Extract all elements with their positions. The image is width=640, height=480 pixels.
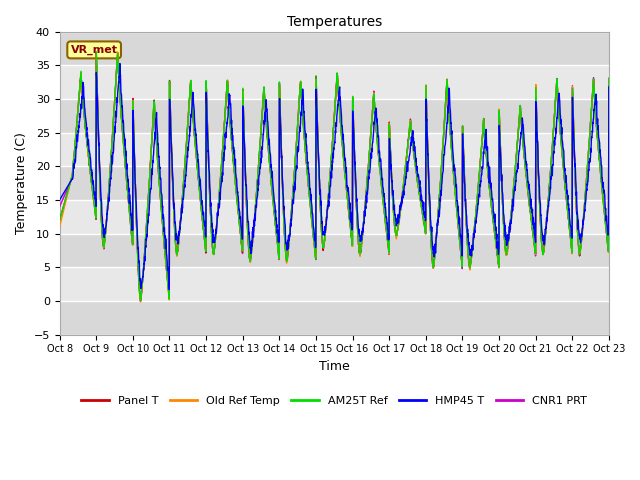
Panel T (351, 150, 358, 156)
Panel T (363, 187, 371, 193)
AM25T Ref (363, 189, 371, 194)
Old Ref Temp (56, 224, 63, 230)
Old Ref Temp (351, 149, 358, 155)
HMP45 T (557, 120, 564, 126)
Bar (60, 301, 609, 335)
AM25T Ref (605, 75, 612, 81)
Old Ref Temp (557, 134, 564, 140)
HMP45 T (351, 151, 358, 157)
CNR1 PRT (56, 204, 63, 209)
CNR1 PRT (114, 51, 122, 57)
Bar (60, 65, 609, 99)
Text: VR_met: VR_met (70, 45, 118, 55)
AM25T Ref (572, 196, 580, 202)
AM25T Ref (56, 217, 63, 223)
CNR1 PRT (137, 298, 145, 303)
Bar (60, 200, 609, 234)
CNR1 PRT (494, 258, 502, 264)
X-axis label: Time: Time (319, 360, 349, 373)
Old Ref Temp (209, 250, 217, 255)
Panel T (572, 194, 580, 200)
AM25T Ref (209, 251, 217, 257)
Old Ref Temp (605, 76, 612, 82)
Panel T (209, 250, 217, 256)
AM25T Ref (494, 259, 502, 264)
CNR1 PRT (557, 133, 564, 139)
Old Ref Temp (137, 298, 145, 304)
Legend: Panel T, Old Ref Temp, AM25T Ref, HMP45 T, CNR1 PRT: Panel T, Old Ref Temp, AM25T Ref, HMP45 … (77, 392, 591, 410)
CNR1 PRT (209, 250, 217, 256)
CNR1 PRT (363, 187, 371, 193)
CNR1 PRT (572, 195, 580, 201)
Y-axis label: Temperature (C): Temperature (C) (15, 132, 28, 234)
HMP45 T (605, 84, 612, 90)
Panel T (92, 49, 100, 55)
AM25T Ref (92, 49, 100, 55)
Bar (60, 32, 609, 65)
Panel T (137, 299, 145, 304)
Bar (60, 99, 609, 132)
Bar (60, 267, 609, 301)
HMP45 T (572, 186, 580, 192)
Old Ref Temp (572, 194, 580, 200)
Old Ref Temp (363, 189, 371, 195)
Bar (60, 132, 609, 166)
Line: CNR1 PRT: CNR1 PRT (60, 54, 609, 300)
Bar (60, 166, 609, 200)
HMP45 T (363, 192, 371, 198)
AM25T Ref (351, 151, 358, 157)
AM25T Ref (557, 133, 564, 139)
Title: Temperatures: Temperatures (287, 15, 382, 29)
Panel T (605, 76, 612, 82)
CNR1 PRT (351, 150, 358, 156)
Line: AM25T Ref: AM25T Ref (60, 52, 609, 300)
Panel T (557, 133, 564, 139)
Line: HMP45 T: HMP45 T (60, 63, 609, 290)
HMP45 T (166, 287, 173, 293)
Old Ref Temp (494, 255, 502, 261)
AM25T Ref (137, 298, 145, 303)
Panel T (494, 258, 502, 264)
HMP45 T (116, 60, 124, 66)
HMP45 T (494, 248, 502, 254)
Line: Panel T: Panel T (60, 52, 609, 301)
Bar (60, 234, 609, 267)
CNR1 PRT (605, 77, 612, 83)
HMP45 T (209, 232, 217, 238)
Old Ref Temp (114, 49, 122, 55)
Line: Old Ref Temp: Old Ref Temp (60, 52, 609, 301)
HMP45 T (56, 197, 63, 203)
Panel T (56, 217, 63, 223)
